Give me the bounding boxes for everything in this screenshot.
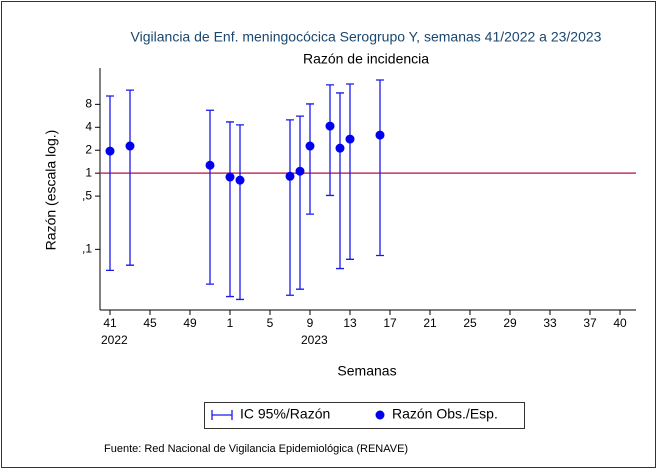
x-tick-label: 5 (267, 316, 274, 330)
chart-subtitle: Razón de incidencia (303, 51, 429, 67)
error-bar (206, 109, 214, 285)
y-axis-title: Razón (escala log.) (43, 130, 59, 251)
error-bar (326, 84, 334, 197)
point (295, 166, 305, 176)
point (225, 172, 235, 182)
point (235, 175, 245, 185)
y-tick-label: 2 (85, 142, 92, 156)
x-tick-label: 13 (343, 316, 357, 330)
legend-symbol (375, 410, 385, 420)
error-bar (376, 79, 384, 257)
x-tick-label: 21 (423, 316, 437, 330)
x-tick-label: 41 (103, 316, 117, 330)
y-tick-label: 1 (85, 165, 92, 179)
x-tick-label: 9 (307, 316, 314, 330)
legend-box (204, 402, 525, 429)
error-bar (286, 119, 294, 296)
point (375, 130, 385, 140)
x-tick-label: 29 (503, 316, 517, 330)
x-tick-label: 49 (183, 316, 197, 330)
error-bar (226, 121, 234, 298)
x-tick-label: 37 (583, 316, 597, 330)
point (125, 141, 135, 151)
error-bar (346, 83, 354, 260)
legend-label: IC 95%/Razón (240, 406, 330, 422)
legend-label: Razón Obs./Esp. (392, 406, 498, 422)
year-label: 2023 (301, 333, 328, 347)
x-axis-title: Semanas (337, 363, 396, 379)
point (285, 171, 295, 181)
x-tick-label: 40 (613, 316, 627, 330)
point (325, 121, 335, 131)
point (205, 160, 215, 170)
error-bar (296, 115, 304, 290)
chart-title: Vigilancia de Enf. meningocócica Serogru… (131, 29, 602, 45)
error-bar (236, 124, 244, 301)
error-bar (336, 92, 344, 270)
point (305, 141, 315, 151)
error-bar (126, 89, 134, 266)
legend-symbol (211, 410, 233, 420)
year-label: 2022 (101, 333, 128, 347)
x-tick-label: 1 (227, 316, 234, 330)
y-tick-label: ,5 (82, 188, 92, 202)
error-bar (106, 95, 114, 272)
point (105, 146, 115, 156)
y-tick-label: ,1 (82, 242, 92, 256)
y-tick-label: 8 (85, 97, 92, 111)
x-tick-label: 33 (543, 316, 557, 330)
point (345, 134, 355, 144)
y-tick-label: 4 (85, 119, 92, 133)
x-tick-label: 25 (463, 316, 477, 330)
source-note: Fuente: Red Nacional de Vigilancia Epide… (104, 443, 408, 455)
x-tick-label: 17 (383, 316, 397, 330)
x-tick-label: 45 (143, 316, 157, 330)
point (335, 143, 345, 153)
error-bar (306, 103, 314, 215)
